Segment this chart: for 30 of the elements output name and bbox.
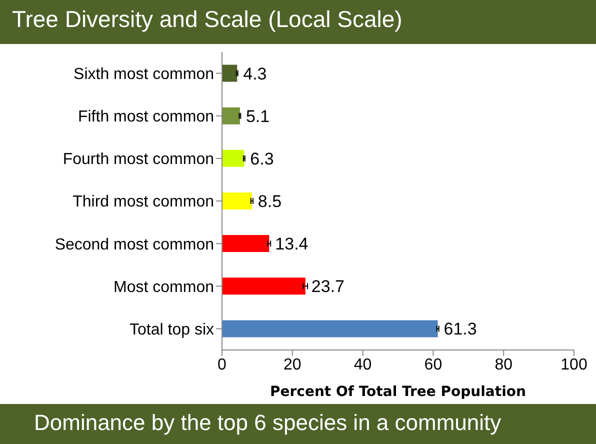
bar — [222, 278, 306, 295]
chart-title: Tree Diversity and Scale (Local Scale) — [0, 0, 596, 44]
x-tick-label: 80 — [494, 356, 513, 374]
data-label: 61.3 — [444, 320, 477, 339]
bar — [222, 107, 240, 124]
bar — [222, 64, 238, 82]
y-tick-label: Third most common — [72, 194, 214, 211]
data-label: 13.4 — [275, 234, 308, 254]
text: Dominance by the top 6 species in a community — [0, 404, 596, 444]
y-tick-label: Second most common — [54, 236, 214, 254]
data-label: 23.7 — [311, 277, 345, 296]
x-axis-title: Percent Of Total Tree Population — [270, 384, 526, 400]
data-label: 8.5 — [258, 192, 282, 212]
y-tick-label: Sixth most common — [74, 66, 214, 83]
data-label: 6.3 — [250, 149, 274, 168]
y-tick-label: Most common — [114, 278, 214, 296]
bar — [222, 150, 244, 167]
x-tick-label: 0 — [218, 356, 227, 374]
y-tick-label: Fourth most common — [62, 151, 214, 168]
bar — [222, 192, 252, 210]
bar — [222, 320, 438, 338]
bar — [222, 235, 270, 252]
x-tick-label: 40 — [354, 356, 372, 374]
data-label: 4.3 — [243, 64, 267, 84]
x-tick-label: 20 — [284, 356, 302, 374]
data-label: 5.1 — [246, 106, 270, 126]
x-tick-label: 100 — [560, 356, 588, 374]
y-tick-label: Fifth most common — [78, 108, 214, 126]
x-tick-label: 60 — [424, 356, 442, 374]
y-tick-label: Total top six — [130, 321, 214, 338]
